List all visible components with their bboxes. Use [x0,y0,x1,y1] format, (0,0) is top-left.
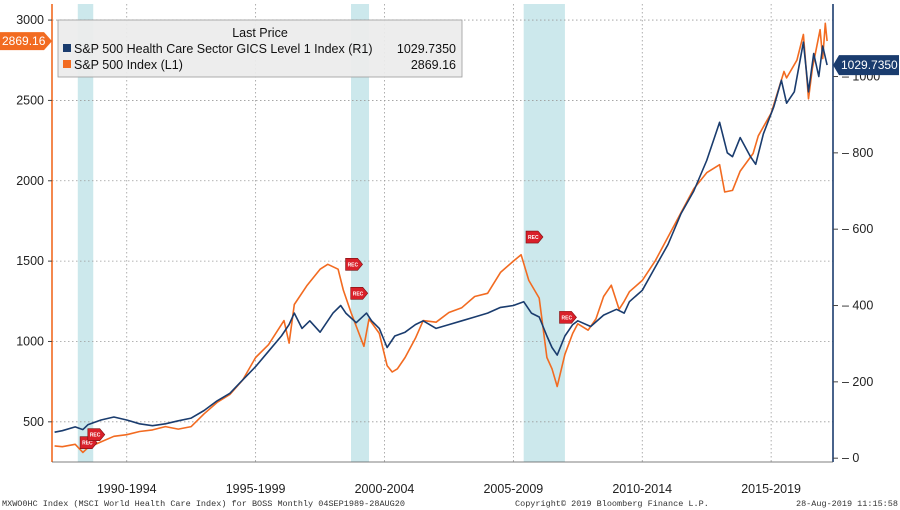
series-line-healthcare [54,41,828,433]
y-right-tick-label: – 600 [842,222,873,236]
y-left-tick-label: 1000 [16,334,44,348]
y-left-tick-label: 1500 [16,254,44,268]
recession-band-0 [77,4,94,462]
y-left-tick-label: 3000 [16,13,44,27]
y-left-tick-label: 2500 [16,93,44,107]
left-last-value-tag: 2869.16 [0,32,52,51]
rec-marker-label: REC [348,262,359,268]
y-left-tick-label: 2000 [16,174,44,188]
legend-swatch [63,60,71,68]
x-tick-label: 2000-2004 [355,482,415,496]
rec-marker: REC [87,428,106,441]
rec-marker-label: REC [353,291,364,297]
y-right-tick-label: – 200 [842,375,873,389]
legend-title: Last Price [232,26,288,40]
footer-copyright: Copyright© 2019 Bloomberg Finance L.P. [515,499,709,509]
rec-marker: REC [525,230,544,244]
rec-marker: REC [350,286,369,300]
legend: Last Price S&P 500 Health Care Sector GIC… [57,19,463,78]
rec-marker: REC [559,311,577,324]
gridlines [52,4,833,462]
legend-entry-value: 1029.7350 [397,42,456,56]
rec-marker-label: REC [82,441,93,447]
x-tick-label: 2015-2019 [741,482,801,496]
recession-band-1 [350,4,370,462]
x-tick-label: 2010-2014 [612,482,672,496]
x-tick-label: 1995-1999 [226,482,286,496]
footer-source: MXWO0HC Index (MSCI World Health Care In… [2,499,405,509]
legend-swatch [63,44,71,52]
series-lines [54,22,828,454]
legend-entry-label: S&P 500 Index (L1) [74,58,183,72]
y-right-tick-label: – 0 [842,451,859,465]
last-value-tags: 2869.16 1029.7350 [0,32,899,76]
series-line-sp500 [54,22,828,454]
rec-marker: REC [345,258,363,271]
axes: 500 1000 1500 2000 2500 3000 – 0 – 200 – 400 – 60… [16,4,880,496]
x-tick-label: 2005-2009 [483,482,543,496]
right-last-value-tag: 1029.7350 [833,55,899,76]
left-last-value-text: 2869.16 [2,34,46,48]
y-right-tick-label: – 400 [842,299,873,313]
legend-entry-label: S&P 500 Health Care Sector GICS Level 1 … [74,42,373,56]
y-left-tick-label: 500 [23,415,44,429]
legend-box [57,19,463,78]
recession-markers: REC REC REC REC REC REC [79,230,577,450]
footer-timestamp: 28-Aug-2019 11:15:58 [796,499,898,509]
rec-marker-label: REC [528,235,539,241]
x-tick-label: 1990-1994 [97,482,157,496]
rec-marker-label: REC [562,315,573,321]
rec-marker-label: REC [90,433,101,439]
right-last-value-text: 1029.7350 [841,58,898,72]
legend-entry-value: 2869.16 [411,58,456,72]
y-right-tick-label: – 800 [842,146,873,160]
